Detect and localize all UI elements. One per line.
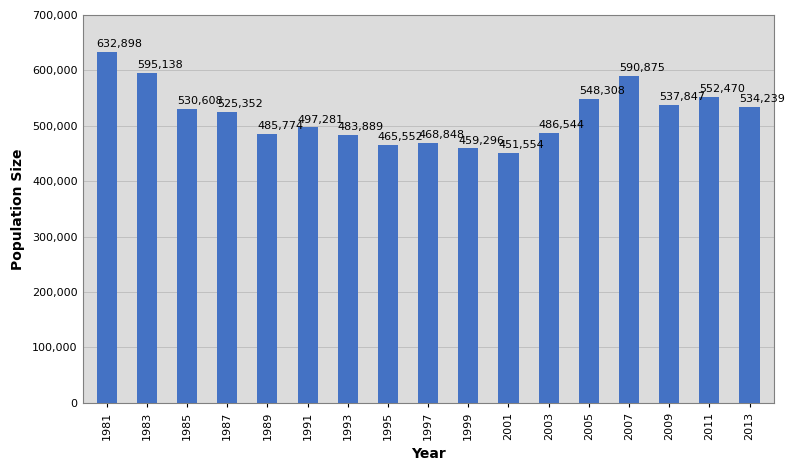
Text: 451,554: 451,554: [498, 140, 544, 150]
Text: 534,239: 534,239: [739, 94, 786, 104]
Bar: [298, 127, 318, 403]
Text: 530,608: 530,608: [177, 96, 222, 106]
Bar: [338, 135, 358, 403]
Bar: [739, 107, 759, 403]
Bar: [137, 73, 157, 403]
Bar: [258, 134, 278, 403]
Bar: [619, 76, 639, 403]
Bar: [699, 97, 719, 403]
X-axis label: Year: Year: [410, 447, 446, 461]
Bar: [458, 148, 478, 403]
Text: 483,889: 483,889: [338, 122, 384, 132]
Bar: [538, 133, 558, 403]
Text: 552,470: 552,470: [699, 84, 745, 94]
Y-axis label: Population Size: Population Size: [11, 148, 25, 270]
Text: 590,875: 590,875: [619, 63, 665, 73]
Bar: [97, 52, 117, 403]
Bar: [378, 145, 398, 403]
Text: 459,296: 459,296: [458, 135, 504, 145]
Text: 595,138: 595,138: [137, 60, 182, 70]
Text: 486,544: 486,544: [538, 120, 585, 130]
Bar: [177, 109, 197, 403]
Text: 465,552: 465,552: [378, 132, 424, 142]
Text: 525,352: 525,352: [217, 99, 263, 109]
Text: 497,281: 497,281: [298, 115, 344, 125]
Text: 632,898: 632,898: [97, 40, 142, 50]
Bar: [578, 99, 599, 403]
Bar: [659, 105, 679, 403]
Bar: [217, 112, 238, 403]
Text: 485,774: 485,774: [258, 121, 303, 131]
Bar: [498, 152, 518, 403]
Bar: [418, 143, 438, 403]
Text: 468,848: 468,848: [418, 130, 464, 140]
Text: 537,847: 537,847: [659, 92, 705, 102]
Text: 548,308: 548,308: [578, 86, 625, 96]
